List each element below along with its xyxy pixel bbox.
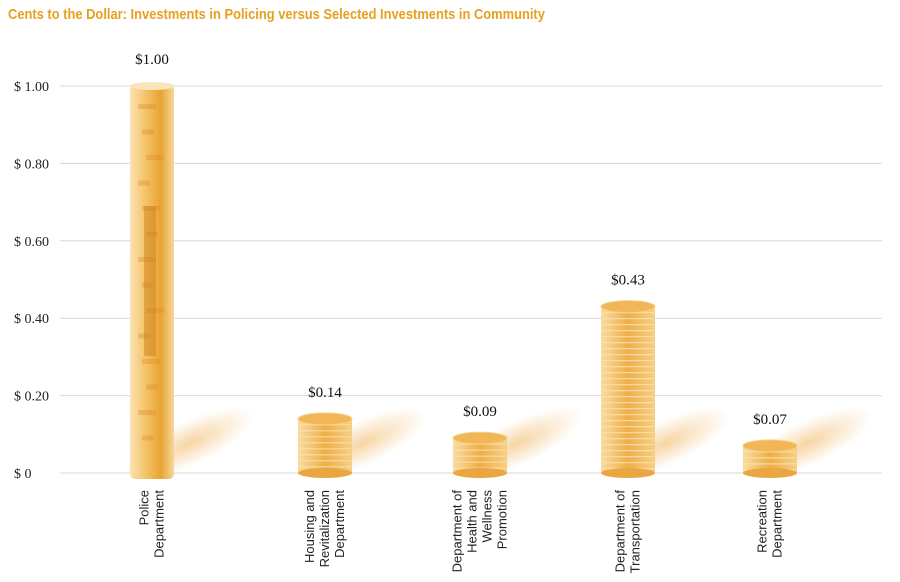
category-label: Department ofHealth andWellnessPromotion (450, 490, 510, 573)
category-label-line: Recreation (755, 490, 770, 553)
category-label: RecreationDepartment (755, 490, 785, 558)
category-label-line: Department of (450, 490, 465, 573)
dollar-bill-engraving (142, 206, 160, 211)
category-label-line: Promotion (495, 490, 510, 549)
coin-stack-top (452, 431, 508, 445)
dollar-bill-engraving (146, 308, 164, 313)
coin-stack-bar (297, 412, 353, 478)
coin-stack-body (298, 418, 352, 473)
coin-stack-body (601, 306, 655, 473)
dollar-bill-engraving (142, 129, 154, 135)
dollar-bill-engraving (142, 359, 160, 364)
y-tick-label: $ 0.80 (14, 157, 49, 172)
dollar-bill-engraving (138, 257, 156, 262)
value-label: $0.07 (753, 412, 787, 428)
dollar-bill-engraving (138, 104, 156, 109)
value-label: $0.14 (308, 385, 342, 401)
dollar-bill-bar (130, 82, 174, 479)
dollar-bill-engraving (146, 231, 158, 237)
coin-stack-bottom (743, 468, 797, 478)
y-tick-label: $ 1.00 (14, 80, 49, 95)
dollar-bill-engraving (138, 410, 156, 415)
y-tick-label: $ 0.60 (14, 235, 49, 250)
category-label: Department ofTransportation (613, 490, 643, 574)
category-label-line: Department (770, 490, 785, 558)
coin-stack-bottom (453, 468, 507, 478)
category-label-line: Department (152, 490, 167, 558)
coin-stack-top (600, 300, 656, 314)
category-label: PoliceDepartment (137, 490, 167, 558)
coin-stack-top (742, 439, 798, 453)
dollar-bill-engraving (138, 180, 150, 186)
dollar-bill-engraving (142, 282, 154, 288)
coin-stack-bar (600, 300, 656, 478)
coin-stack-top (297, 412, 353, 426)
category-label: Housing andRevitalizationDepartment (302, 490, 347, 568)
dollar-bill-top (130, 82, 174, 90)
value-label: $1.00 (135, 52, 169, 68)
dollar-bill-lettering (144, 206, 156, 356)
dollar-bill-body (130, 84, 174, 479)
y-tick-label: $ 0.40 (14, 312, 49, 327)
coin-stack-bottom (298, 468, 352, 478)
category-label-line: Health and (465, 490, 480, 553)
y-tick-label: $ 0 (14, 467, 32, 482)
dollar-bill-engraving (142, 435, 154, 441)
dollar-bill-engraving (146, 384, 158, 390)
category-label-line: Transportation (628, 490, 643, 573)
category-label-line: Police (137, 490, 152, 525)
coin-stack-bar (452, 431, 508, 478)
chart-title: Cents to the Dollar: Investments in Poli… (8, 6, 545, 23)
category-label-line: Department (332, 490, 347, 558)
y-tick-label: $ 0.20 (14, 390, 49, 405)
category-label-line: Revitalization (317, 490, 332, 567)
category-label-line: Wellness (480, 490, 495, 543)
category-label-line: Department of (613, 490, 628, 573)
dollar-bill-engraving (138, 333, 150, 339)
category-label-line: Housing and (302, 490, 317, 563)
value-label: $0.43 (611, 273, 645, 289)
coin-stack-bar (742, 439, 798, 478)
coin-stack-bottom (601, 468, 655, 478)
dollar-bill-engraving (146, 155, 164, 160)
value-label: $0.09 (463, 404, 497, 420)
